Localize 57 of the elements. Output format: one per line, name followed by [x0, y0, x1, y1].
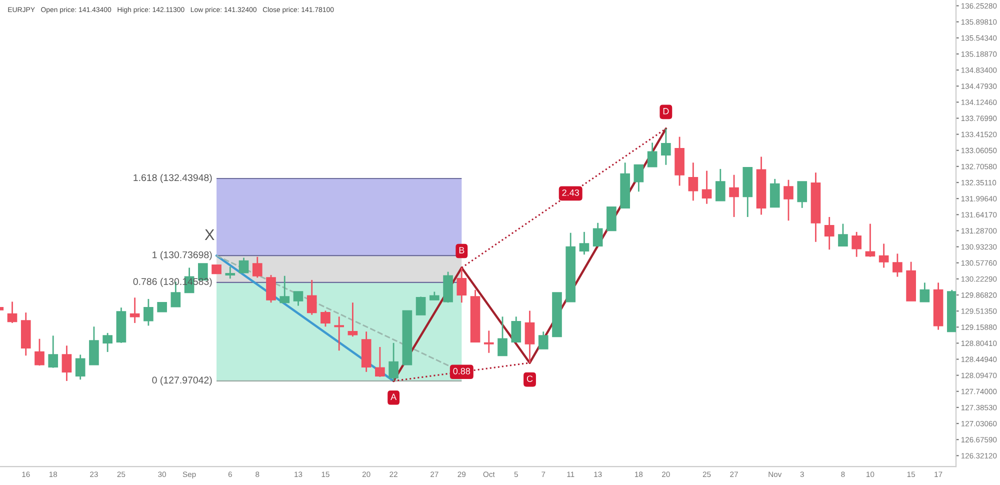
candlestick — [252, 256, 262, 278]
annotation: 2.43 — [562, 189, 579, 196]
band-label: 1.618 (132.43948) — [134, 174, 212, 184]
candlestick — [647, 142, 658, 168]
candlestick — [511, 316, 522, 343]
band-label: 1 (130.73698) — [152, 251, 212, 260]
candlestick — [538, 330, 548, 350]
candlestick — [484, 330, 494, 354]
candlestick — [606, 206, 616, 232]
candlestick — [7, 300, 18, 324]
candlestick — [102, 332, 112, 353]
candlestick — [225, 266, 236, 280]
candlestick — [375, 346, 385, 378]
candlestick — [661, 128, 671, 166]
candlestick — [770, 178, 780, 208]
data-label: A — [390, 394, 397, 400]
candlestick — [334, 316, 344, 352]
candlestick — [634, 164, 644, 192]
candlestick — [75, 354, 86, 380]
candlestick — [456, 267, 467, 304]
candlestick — [852, 231, 862, 258]
candlestick — [48, 334, 58, 369]
candlestick — [238, 257, 249, 274]
candlestick — [348, 302, 358, 338]
candlestick — [320, 310, 330, 328]
ref-line-label: 0 (127.97042) — [152, 376, 212, 386]
data-label: C — [526, 376, 533, 382]
candlestick — [865, 223, 876, 258]
candlestick — [306, 279, 317, 316]
candlestick — [688, 162, 698, 202]
candlestick — [157, 302, 167, 312]
candlestick — [293, 291, 304, 306]
candlestick — [144, 298, 154, 326]
candlestick — [524, 310, 535, 364]
candlestick — [266, 274, 276, 304]
candlestick — [702, 170, 712, 205]
candlestick — [892, 252, 902, 278]
candlestick — [62, 344, 72, 382]
candlestick — [824, 216, 834, 250]
candlestick — [280, 275, 290, 304]
candlestick — [784, 179, 794, 222]
candlestick — [592, 222, 603, 247]
data-label: D — [663, 108, 669, 114]
candlestick — [388, 342, 398, 382]
candlestick — [797, 180, 808, 209]
candlestick — [715, 168, 726, 202]
data-label: B — [459, 247, 464, 254]
candlestick — [920, 282, 930, 302]
candlestick — [130, 296, 140, 324]
candlestick — [838, 223, 848, 247]
candlestick — [729, 174, 739, 218]
candlestick — [34, 338, 44, 366]
candlestick — [498, 316, 508, 356]
candlestick — [416, 296, 426, 316]
data-label: X — [204, 229, 214, 240]
candlestick — [878, 243, 889, 268]
candlestick — [579, 231, 590, 256]
